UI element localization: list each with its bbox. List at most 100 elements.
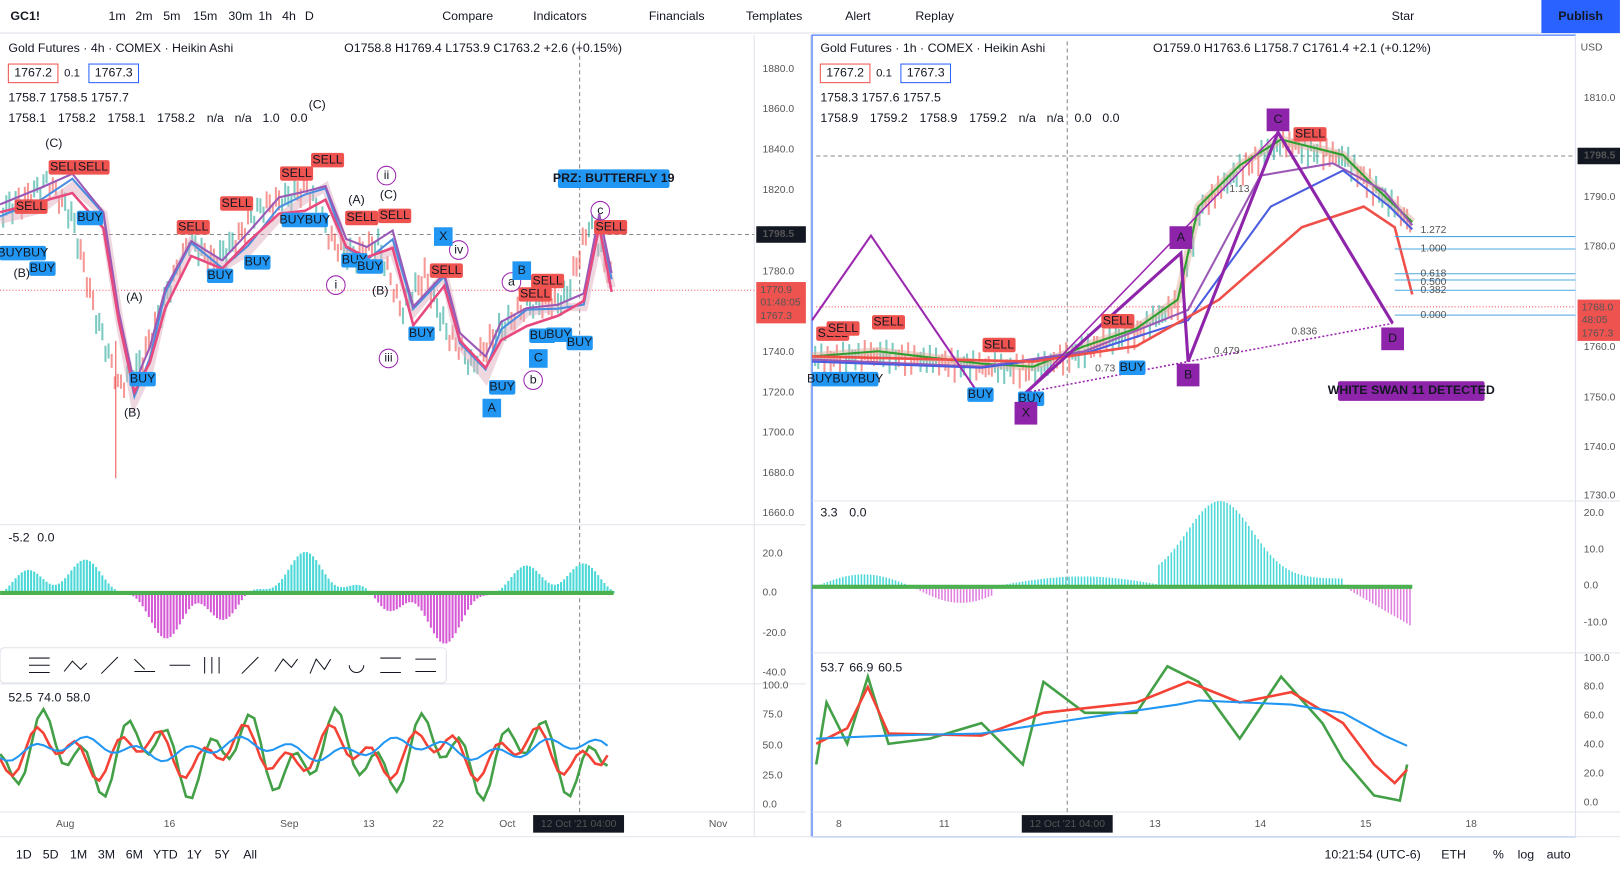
histogram-bar — [1217, 501, 1219, 587]
histogram-bar — [944, 586, 946, 601]
histogram-bar — [172, 592, 175, 634]
toolbar-button[interactable]: Compare — [442, 9, 493, 23]
histogram-bar — [956, 586, 959, 603]
histogram-bar — [408, 592, 411, 603]
histogram-bar — [318, 564, 321, 593]
histogram-bar — [1198, 514, 1200, 587]
ratio-label: 0.836 — [1291, 326, 1317, 337]
point-label: A — [488, 400, 497, 414]
sell-signal — [518, 287, 552, 302]
toolbar-button[interactable]: Templates — [746, 9, 802, 23]
histogram-bar — [445, 592, 448, 644]
histogram-bar — [383, 592, 386, 609]
range-button[interactable]: 3M — [98, 848, 115, 862]
price-label: 1660.0 — [762, 508, 794, 519]
wave-circle — [501, 272, 522, 292]
interval[interactable]: D — [305, 9, 314, 23]
candle — [1034, 366, 1037, 386]
histogram-bar — [575, 566, 578, 593]
osc-axis-label: 60.0 — [1584, 711, 1604, 722]
range-button[interactable]: 1Y — [187, 848, 202, 862]
histogram-bar — [1086, 576, 1089, 587]
auto-toggle[interactable]: auto — [1547, 848, 1571, 862]
histogram-bar — [922, 586, 925, 593]
plot-line — [1024, 128, 1394, 394]
drawing-tools[interactable] — [29, 656, 437, 674]
histogram-bar — [569, 572, 572, 593]
interval[interactable]: 1m — [109, 9, 126, 23]
price-label: 1740.0 — [1584, 442, 1616, 453]
price-tag-text: 1770.9 — [760, 285, 792, 296]
interval[interactable]: 1h — [258, 9, 272, 23]
plot-line — [0, 705, 609, 803]
range-button[interactable]: 1M — [70, 848, 87, 862]
candle — [569, 279, 572, 300]
candle — [237, 222, 240, 240]
toolbar-button[interactable]: Replay — [915, 9, 954, 23]
histogram-bar — [1251, 530, 1253, 587]
histogram-bar — [1161, 562, 1163, 587]
toolbar-button[interactable]: Alert — [845, 9, 871, 23]
histogram-bar — [1186, 531, 1188, 587]
histogram-bar — [355, 584, 358, 593]
candle — [1251, 154, 1254, 174]
candle — [1257, 155, 1260, 177]
range-button[interactable]: YTD — [153, 848, 178, 862]
range-button[interactable]: 1D — [16, 848, 32, 862]
toolbar-button[interactable]: Indicators — [533, 9, 587, 23]
histogram-bar — [1387, 586, 1390, 613]
histogram-bar — [876, 575, 878, 587]
histogram-bar — [296, 556, 299, 593]
histogram-bar — [900, 582, 903, 587]
percent-toggle[interactable]: % — [1493, 848, 1504, 862]
log-toggle[interactable]: log — [1518, 848, 1535, 862]
range-button[interactable]: 6M — [126, 848, 143, 862]
histogram-bar — [1046, 578, 1049, 587]
histogram-bar — [1390, 586, 1393, 615]
symbol[interactable]: GC1! — [10, 9, 40, 23]
drawing-toolbar[interactable] — [0, 647, 447, 684]
histogram-bar — [1365, 586, 1368, 601]
interval[interactable]: 4h — [282, 9, 296, 23]
layout-name[interactable]: Star — [1392, 9, 1415, 23]
interval[interactable]: 30m — [228, 9, 252, 23]
range-button[interactable]: 5D — [43, 848, 59, 862]
histogram-bar — [61, 581, 64, 593]
candle — [386, 256, 389, 270]
candle — [36, 176, 39, 193]
histogram-bar — [339, 587, 343, 593]
time-label: 14 — [1255, 819, 1267, 830]
range-button[interactable]: 5Y — [215, 848, 230, 862]
histogram-bar — [1139, 581, 1142, 587]
buy-signal — [408, 326, 435, 341]
signal-text: SELL — [347, 210, 377, 224]
histogram-bar — [1173, 548, 1176, 587]
candle — [154, 311, 157, 333]
sell-signal — [220, 196, 254, 211]
interval[interactable]: 15m — [193, 9, 217, 23]
candle — [73, 212, 76, 234]
range-button[interactable]: All — [243, 848, 257, 862]
histogram-bar — [1124, 579, 1126, 587]
candle — [1279, 141, 1282, 155]
wave-circle — [448, 240, 469, 260]
candle — [414, 272, 417, 293]
time-label: Oct — [499, 819, 515, 830]
histogram-bar — [845, 576, 847, 587]
histogram-bar — [1384, 586, 1386, 611]
wave-circle — [376, 165, 397, 186]
time-label: 11 — [939, 819, 950, 830]
histogram-bar — [1068, 576, 1070, 587]
publish-button[interactable] — [1541, 0, 1620, 34]
histogram-bar — [1313, 577, 1315, 587]
pattern-point — [1176, 363, 1200, 387]
session[interactable]: ETH — [1441, 848, 1466, 862]
histogram-bar — [73, 566, 76, 593]
interval[interactable]: 5m — [163, 9, 180, 23]
histogram-bar — [281, 578, 284, 593]
interval[interactable]: 2m — [135, 9, 152, 23]
publish-label[interactable]: Publish — [1558, 9, 1603, 23]
candle — [956, 349, 959, 363]
wave-label: (B) — [124, 405, 141, 419]
toolbar-button[interactable]: Financials — [649, 9, 705, 23]
